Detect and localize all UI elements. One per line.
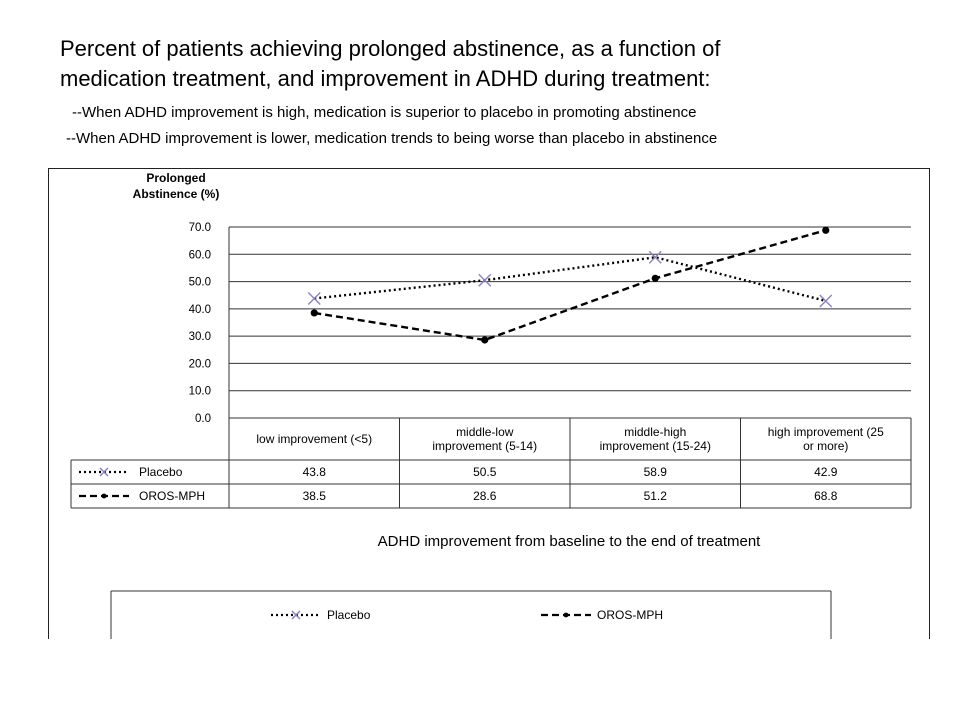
y-tick-label: 10.0 [189,386,211,398]
series-lines [307,226,833,344]
y-tick-label: 60.0 [189,249,211,261]
x-category-label: improvement (5-14) [432,439,537,453]
y-tick-label: 20.0 [189,358,211,370]
chart-frame: 70.0 60.0 50.0 40.0 30.0 20.0 10.0 0.0 low impr… [48,168,930,639]
marker-stroke [291,610,301,620]
table-value-placebo: 43.8 [303,465,327,479]
x-category-label: middle-low [456,425,514,439]
table-value-oros-mph: 51.2 [644,489,668,503]
y-tick-label: 50.0 [189,277,211,289]
marker-stroke [478,273,492,287]
x-category-label: high improvement (25 [768,425,884,439]
data-point-oros-mph [310,309,318,317]
legend-label-oros-mph: OROS-MPH [597,608,663,622]
marker-stroke [819,294,833,308]
table-value-placebo: 50.5 [473,465,497,479]
data-table: low improvement (<5) middle-lowimprovemen… [70,418,912,509]
series-line-oros-mph [314,229,827,342]
y-tick-label: 40.0 [189,304,211,316]
data-point-oros-mph [651,274,659,282]
legend-marker-placebo [291,610,301,620]
bullet-low-improvement: --When ADHD improvement is lower, medica… [66,130,718,147]
table-series-name-placebo: Placebo [139,465,183,479]
x-category-label: improvement (15-24) [600,439,711,453]
table-legend-marker-oros-mph [101,493,107,499]
marker-stroke [99,467,109,477]
line-chart: 70.0 60.0 50.0 40.0 30.0 20.0 10.0 0.0 low impr… [70,171,912,639]
table-value-oros-mph: 68.8 [814,489,838,503]
x-category-label: low improvement (<5) [256,432,372,446]
x-category-label: or more) [803,439,848,453]
table-value-placebo: 58.9 [644,465,668,479]
title-line-1: Percent of patients achieving prolonged … [60,36,721,61]
y-tick-labels: 70.0 60.0 50.0 40.0 30.0 20.0 10.0 0.0 [189,222,211,425]
x-category-label: middle-high [624,425,686,439]
table-value-placebo: 42.9 [814,465,838,479]
bullet-high-improvement: --When ADHD improvement is high, medicat… [72,104,697,121]
legend-label-placebo: Placebo [327,608,371,622]
legend-marker-oros-mph [563,612,569,618]
table-value-oros-mph: 28.6 [473,489,497,503]
data-point-oros-mph [822,226,830,234]
data-point-placebo [648,250,662,264]
y-axis-title-line-2: Abstinence (%) [133,187,220,201]
table-series-name-oros-mph: OROS-MPH [139,489,205,503]
data-point-placebo [819,294,833,308]
data-point-placebo [478,273,492,287]
title-line-2: medication treatment, and improvement in… [60,66,711,91]
y-tick-label: 30.0 [189,331,211,343]
series-line-placebo [314,256,827,303]
x-axis-title: ADHD improvement from baseline to the en… [378,533,762,550]
data-point-placebo [307,291,321,305]
marker-stroke [648,250,662,264]
y-axis-title-line-1: Prolonged [146,171,205,185]
table-value-oros-mph: 38.5 [303,489,327,503]
axis-labels: Prolonged Abstinence (%) ADHD improvement … [133,171,762,550]
y-tick-label: 70.0 [189,222,211,234]
y-tick-label: 0.0 [195,413,211,425]
data-point-oros-mph [481,336,489,344]
legend: Placebo OROS-MPH [110,590,832,639]
grid-lines [228,226,911,419]
marker-stroke [307,291,321,305]
slide-title: Percent of patients achieving prolonged … [60,34,940,94]
table-legend-marker-placebo [99,467,109,477]
